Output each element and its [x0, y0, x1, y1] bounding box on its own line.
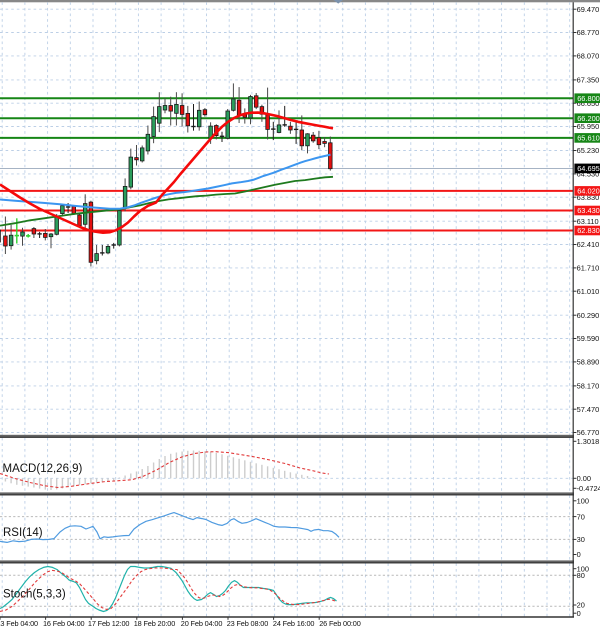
svg-text:57.470: 57.470 [577, 405, 600, 414]
svg-text:0.00: 0.00 [577, 474, 591, 483]
svg-text:68.770: 68.770 [577, 28, 600, 37]
svg-text:Stoch(5,3,3): Stoch(5,3,3) [3, 588, 66, 600]
svg-text:58.170: 58.170 [577, 382, 600, 391]
svg-text:16 Feb 04:00: 16 Feb 04:00 [43, 619, 85, 628]
svg-text:63.110: 63.110 [577, 217, 599, 226]
svg-text:18 Feb 20:00: 18 Feb 20:00 [134, 619, 176, 628]
svg-text:67.350: 67.350 [577, 76, 600, 85]
svg-text:17 Feb 12:00: 17 Feb 12:00 [88, 619, 130, 628]
svg-text:0: 0 [577, 609, 581, 618]
svg-text:61.710: 61.710 [577, 264, 600, 273]
svg-text:64.695: 64.695 [577, 164, 600, 173]
svg-text:26 Feb 00:00: 26 Feb 00:00 [319, 619, 361, 628]
svg-text:65.610: 65.610 [577, 134, 600, 143]
svg-text:70: 70 [577, 512, 585, 521]
svg-text:62.410: 62.410 [577, 240, 600, 249]
svg-text:59.590: 59.590 [577, 334, 600, 343]
svg-text:100: 100 [577, 497, 589, 506]
svg-text:69.470: 69.470 [577, 5, 600, 14]
svg-text:0: 0 [577, 550, 581, 559]
svg-text:13 Feb 04:00: 13 Feb 04:00 [0, 619, 38, 628]
svg-text:68.070: 68.070 [577, 52, 600, 61]
svg-text:1.3018: 1.3018 [577, 437, 600, 446]
svg-text:56.770: 56.770 [577, 428, 600, 437]
svg-text:66.200: 66.200 [577, 114, 600, 123]
svg-text:30: 30 [577, 535, 585, 544]
svg-text:20 Feb 04:00: 20 Feb 04:00 [181, 619, 223, 628]
svg-text:64.020: 64.020 [577, 187, 600, 196]
svg-text:65.230: 65.230 [577, 146, 600, 155]
svg-text:24 Feb 16:00: 24 Feb 16:00 [273, 619, 315, 628]
svg-text:61.010: 61.010 [577, 287, 600, 296]
svg-text:60.290: 60.290 [577, 311, 600, 320]
svg-text:65.950: 65.950 [577, 122, 600, 131]
svg-text:23 Feb 08:00: 23 Feb 08:00 [227, 619, 269, 628]
svg-text:62.830: 62.830 [577, 226, 600, 235]
svg-text:80: 80 [577, 571, 585, 580]
svg-text:MACD(12,26,9): MACD(12,26,9) [3, 463, 83, 475]
svg-text:66.800: 66.800 [577, 94, 600, 103]
svg-text:RSI(14): RSI(14) [3, 527, 43, 539]
svg-text:-0.4724: -0.4724 [577, 484, 600, 493]
svg-text:58.890: 58.890 [577, 358, 600, 367]
svg-text:63.430: 63.430 [577, 206, 600, 215]
